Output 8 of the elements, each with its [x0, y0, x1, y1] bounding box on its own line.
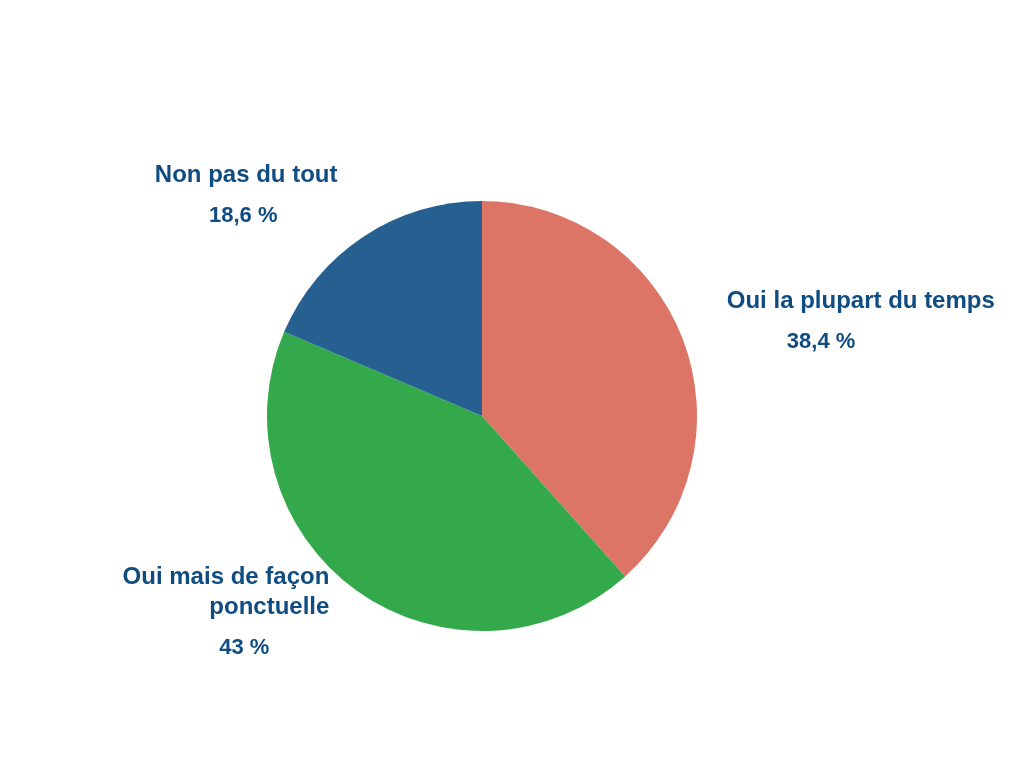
data-label: 38,4 %	[786, 327, 856, 353]
slice-label: Oui la plupart du temps	[726, 285, 995, 313]
pie-slice	[284, 201, 482, 416]
slice-label: Oui mais de façon ponctuelle	[122, 561, 330, 619]
data-label: 43 %	[219, 633, 270, 659]
pie-slice	[482, 201, 697, 577]
slice-label: Non pas du tout	[154, 160, 338, 188]
data-label: 18,6 %	[208, 202, 278, 228]
